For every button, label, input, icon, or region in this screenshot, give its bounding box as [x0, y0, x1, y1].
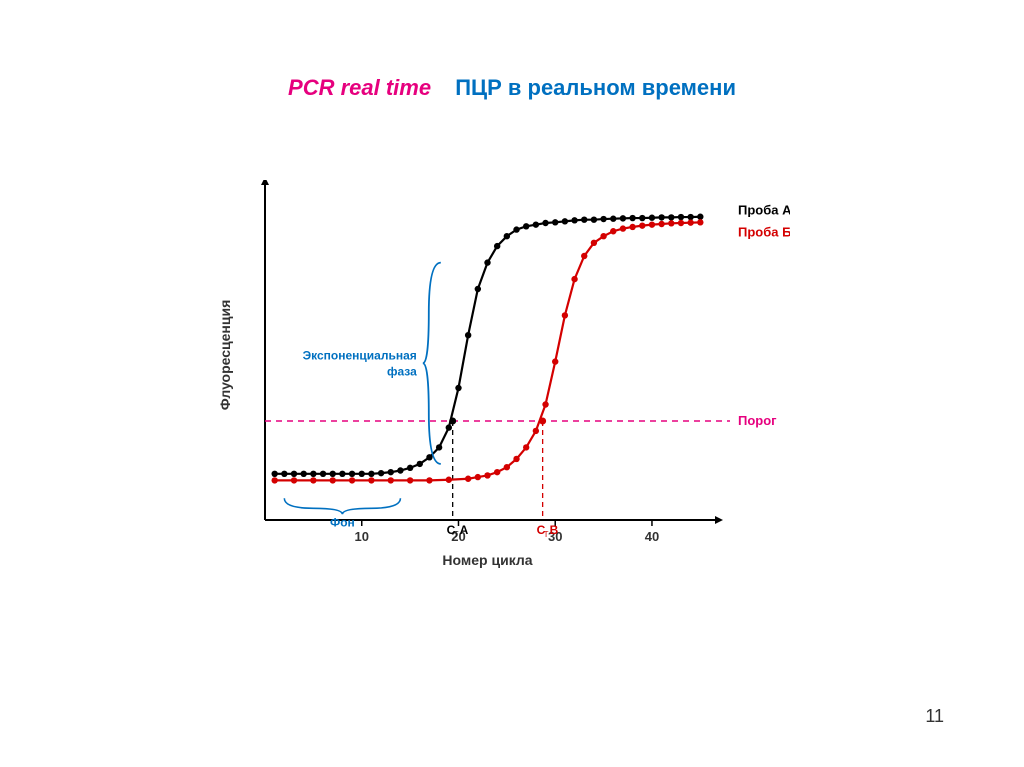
svg-text:Порог: Порог	[738, 413, 777, 428]
svg-text:Проба Б: Проба Б	[738, 224, 790, 239]
svg-text:Флуоресценция: Флуоресценция	[217, 300, 233, 410]
title-en: PCR real time	[288, 75, 431, 100]
title-ru: ПЦР в реальном времени	[455, 75, 736, 100]
slide-title: PCR real time ПЦР в реальном времени	[0, 75, 1024, 101]
page-number: 11	[925, 706, 944, 727]
svg-text:Номер цикла: Номер цикла	[442, 552, 532, 568]
svg-text:Проба А: Проба А	[738, 203, 790, 218]
svg-text:10: 10	[355, 529, 369, 544]
svg-text:Фон: Фон	[330, 515, 355, 529]
svg-text:B: B	[550, 523, 559, 537]
svg-text:T: T	[454, 530, 459, 539]
chart-svg: 10203040Номер циклаФлуоресценцияПорогCTA…	[210, 180, 790, 600]
svg-text:фаза: фаза	[387, 364, 417, 378]
pcr-amplification-chart: 10203040Номер циклаФлуоресценцияПорогCTA…	[210, 180, 790, 600]
svg-text:T: T	[544, 530, 549, 539]
svg-text:40: 40	[645, 529, 659, 544]
svg-text:A: A	[460, 523, 469, 537]
svg-text:Экспоненциальная: Экспоненциальная	[303, 348, 417, 362]
